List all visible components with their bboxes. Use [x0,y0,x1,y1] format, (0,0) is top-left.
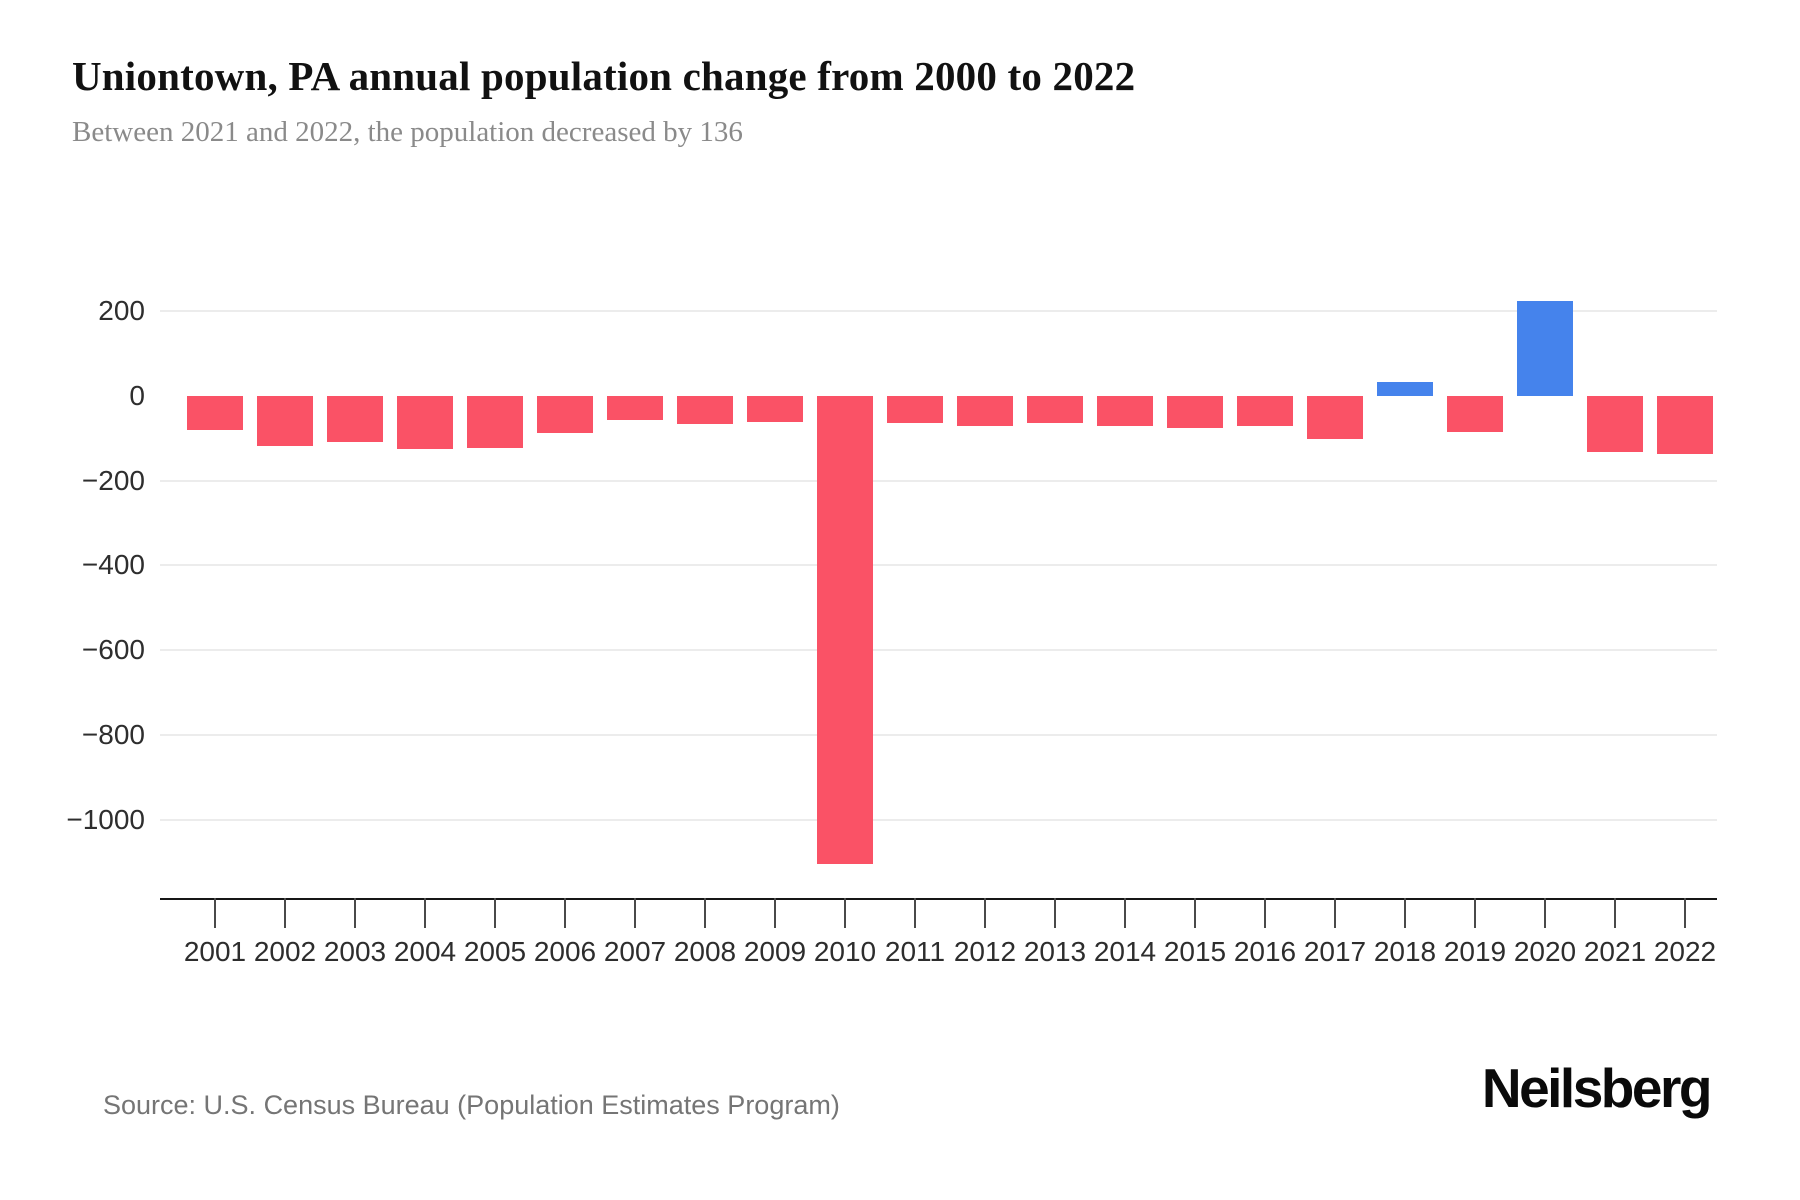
bar-2013[interactable] [1027,396,1083,424]
bar-2020[interactable] [1517,300,1573,397]
gridline-200 [160,310,1717,313]
gridline--200 [160,479,1717,482]
bar-2019[interactable] [1447,396,1503,433]
x-tick-2001 [214,898,216,928]
x-tick-label-2005: 2005 [463,936,527,967]
bar-2001[interactable] [187,396,243,430]
x-tick-label-2017: 2017 [1303,936,1367,967]
x-tick-2020 [1544,898,1546,928]
bar-2004[interactable] [397,396,453,450]
x-tick-label-2006: 2006 [533,936,597,967]
bar-2011[interactable] [887,396,943,424]
x-tick-label-2022: 2022 [1653,936,1717,967]
x-tick-label-2016: 2016 [1233,936,1297,967]
gridline--800 [160,733,1717,736]
bar-2016[interactable] [1237,396,1293,427]
y-tick-label--1000: −1000 [66,803,145,835]
bar-2007[interactable] [607,396,663,420]
x-tick-2003 [354,898,356,928]
x-tick-2016 [1264,898,1266,928]
y-tick-label--800: −800 [81,718,145,750]
chart-title: Uniontown, PA annual population change f… [72,53,1136,99]
chart-subtitle: Between 2021 and 2022, the population de… [72,116,743,148]
x-tick-label-2001: 2001 [183,936,247,967]
source-note: Source: U.S. Census Bureau (Population E… [103,1090,840,1120]
x-tick-2019 [1474,898,1476,928]
x-tick-label-2008: 2008 [673,936,737,967]
x-tick-label-2009: 2009 [743,936,807,967]
x-tick-label-2007: 2007 [603,936,667,967]
bar-2018[interactable] [1377,381,1433,397]
bar-2002[interactable] [257,396,313,446]
y-tick-label--600: −600 [81,634,145,666]
bar-2021[interactable] [1587,396,1643,452]
x-tick-label-2014: 2014 [1093,936,1157,967]
plot-area: 200 0 −200 −400 −600 −800 −1000 2001 2002 2003 200… [66,255,1717,967]
bar-2022[interactable] [1657,396,1713,454]
x-tick-2017 [1334,898,1336,928]
x-tick-2018 [1404,898,1406,928]
x-tick-2022 [1684,898,1686,928]
neilsberg-logo: Neilsberg [1481,1057,1713,1119]
x-tick-2006 [564,898,566,928]
gridline--400 [160,564,1717,567]
x-tick-label-2021: 2021 [1583,936,1647,967]
x-tick-2014 [1124,898,1126,928]
bar-2012[interactable] [957,396,1013,426]
bar-2008[interactable] [677,396,733,424]
x-tick-label-2015: 2015 [1163,936,1227,967]
x-tick-2011 [914,898,916,928]
x-tick-label-2019: 2019 [1443,936,1507,967]
gridline--1000 [160,818,1717,821]
bar-2003[interactable] [327,396,383,443]
x-tick-label-2010: 2010 [813,936,877,967]
y-tick-label--200: −200 [81,464,145,496]
x-tick-label-2012: 2012 [953,936,1017,967]
bar-2006[interactable] [537,396,593,433]
x-tick-2013 [1054,898,1056,928]
x-tick-2015 [1194,898,1196,928]
x-tick-label-2020: 2020 [1513,936,1577,967]
x-tick-2002 [284,898,286,928]
y-tick-label--400: −400 [81,549,145,581]
x-tick-label-2011: 2011 [884,936,946,967]
x-tick-2007 [634,898,636,928]
bar-2015[interactable] [1167,396,1223,428]
x-tick-label-2004: 2004 [393,936,457,967]
y-tick-label-200: 200 [98,295,145,327]
bar-2014[interactable] [1097,396,1153,426]
x-tick-label-2003: 2003 [323,936,387,967]
x-tick-2008 [704,898,706,928]
x-tick-2021 [1614,898,1616,928]
x-tick-2009 [774,898,776,928]
bar-2017[interactable] [1307,396,1363,439]
bar-2010[interactable] [817,396,873,865]
x-tick-label-2018: 2018 [1373,936,1437,967]
x-tick-2004 [424,898,426,928]
y-tick-label-0: 0 [129,380,145,412]
x-tick-2010 [844,898,846,928]
gridline--600 [160,649,1717,652]
x-tick-label-2002: 2002 [253,936,317,967]
x-tick-2012 [984,898,986,928]
x-tick-label-2013: 2013 [1023,936,1087,967]
bar-2005[interactable] [467,396,523,448]
bar-2009[interactable] [747,396,803,423]
x-tick-2005 [494,898,496,928]
